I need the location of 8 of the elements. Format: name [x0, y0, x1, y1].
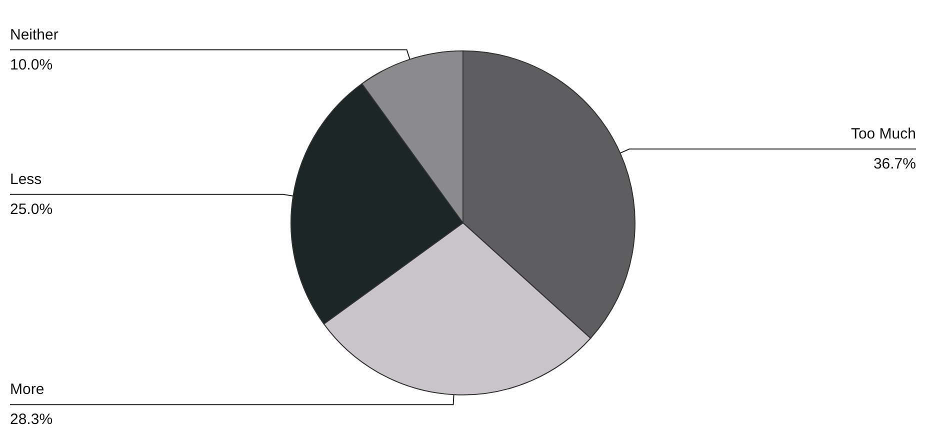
data-label: 36.7% — [873, 156, 916, 173]
data-label: 10.0% — [10, 56, 53, 74]
data-label: 25.0% — [10, 200, 53, 218]
slice-label: Too Much — [850, 126, 916, 143]
slice-label: Less — [10, 170, 42, 188]
slice-label: Neither — [10, 26, 58, 44]
slice-label: More — [10, 381, 44, 398]
data-label: 28.3% — [10, 411, 53, 428]
